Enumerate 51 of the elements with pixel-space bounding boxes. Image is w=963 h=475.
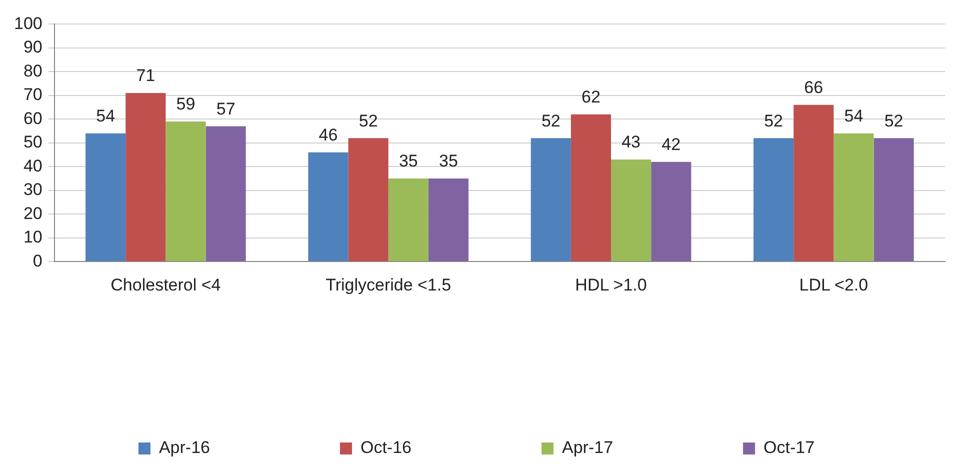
bar: [874, 138, 914, 262]
y-tick-label: 90: [23, 38, 42, 57]
y-tick-label: 80: [23, 61, 42, 80]
bar: [388, 178, 428, 262]
y-tick-label: 70: [23, 85, 42, 104]
data-label: 52: [358, 111, 378, 130]
y-tick-label: 20: [23, 204, 42, 223]
bar: [428, 178, 469, 262]
bar: [834, 133, 874, 262]
bar: [126, 93, 166, 262]
x-tick-label: HDL >1.0: [575, 275, 647, 294]
bar: [570, 114, 612, 262]
y-tick-label: 60: [23, 108, 42, 128]
data-label: 52: [764, 111, 784, 130]
y-tick-label: 30: [23, 180, 42, 200]
bar: [206, 126, 246, 262]
data-label: 52: [541, 111, 560, 130]
data-label: 59: [176, 94, 196, 114]
data-label: 54: [96, 106, 116, 126]
data-label: 52: [884, 111, 904, 130]
bar: [86, 133, 126, 262]
bar: [348, 138, 388, 262]
data-label: 43: [622, 132, 641, 152]
data-label: 35: [398, 152, 418, 171]
data-label: 66: [804, 78, 824, 98]
y-tick-label: 50: [23, 132, 42, 152]
bar: [166, 122, 206, 262]
data-label: 71: [136, 66, 156, 86]
x-tick-label: Triglyceride <1.5: [326, 275, 452, 294]
data-label: 42: [662, 135, 681, 154]
bar: [651, 162, 692, 262]
bar: [308, 152, 348, 262]
bar: [794, 104, 834, 262]
data-label: 46: [318, 126, 338, 145]
x-tick-label: LDL <2.0: [799, 275, 868, 294]
x-tick-label: Cholesterol <4: [110, 275, 221, 294]
legend-label: Oct-16: [360, 438, 412, 458]
data-label: 54: [844, 106, 864, 126]
y-tick-label: 100: [14, 14, 42, 33]
legend-label: Apr-17: [562, 438, 614, 458]
y-tick-label: 0: [32, 251, 42, 270]
bar: [611, 160, 652, 262]
bar: [754, 138, 794, 262]
data-label: 35: [439, 152, 458, 171]
y-tick-label: 40: [23, 156, 42, 176]
bar: [530, 138, 571, 262]
legend-label: Apr-16: [158, 438, 210, 458]
data-label: 62: [582, 88, 600, 107]
y-tick-label: 10: [23, 228, 42, 247]
legend-label: Oct-17: [764, 438, 815, 458]
data-label: 57: [216, 99, 236, 118]
